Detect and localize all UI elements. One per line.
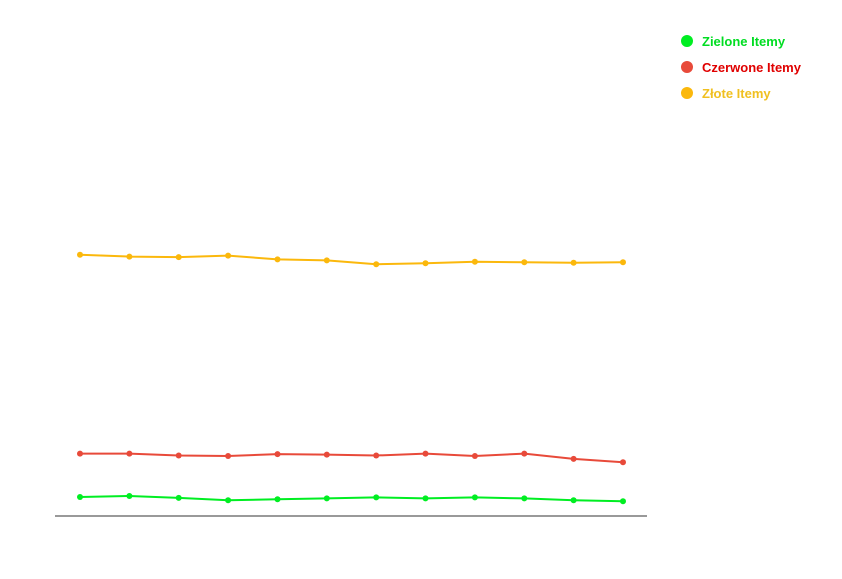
series-2 (77, 450, 626, 466)
legend-label: Czerwone Itemy (702, 59, 801, 75)
series-3 (77, 251, 626, 268)
data-point[interactable] (225, 497, 232, 504)
data-point[interactable] (77, 450, 83, 457)
data-point[interactable] (175, 494, 182, 501)
data-point[interactable] (323, 495, 330, 502)
data-point[interactable] (323, 451, 330, 458)
series-line (79, 494, 624, 503)
legend-item-zielone[interactable]: Zielone Itemy (681, 28, 801, 54)
legend-dot-icon (681, 87, 693, 99)
data-point[interactable] (77, 251, 83, 258)
series-layer (77, 251, 626, 505)
data-point[interactable] (274, 256, 281, 263)
data-point[interactable] (175, 254, 182, 261)
legend-item-zlote[interactable]: Złote Itemy (681, 80, 801, 106)
data-point[interactable] (570, 497, 577, 504)
data-point[interactable] (471, 494, 478, 501)
data-point[interactable] (126, 450, 133, 457)
data-point[interactable] (521, 495, 528, 502)
data-point[interactable] (126, 493, 133, 499)
data-point[interactable] (620, 459, 626, 466)
data-point[interactable] (225, 453, 232, 459)
series-line (79, 253, 624, 266)
data-point[interactable] (620, 498, 626, 505)
data-point[interactable] (373, 452, 380, 459)
legend-label: Zielone Itemy (702, 33, 786, 49)
legend-item-czerwone[interactable]: Czerwone Itemy (681, 54, 801, 80)
data-point[interactable] (77, 494, 83, 500)
data-point[interactable] (620, 259, 626, 266)
data-point[interactable] (570, 259, 577, 266)
data-point[interactable] (373, 494, 380, 501)
series-1 (77, 493, 626, 505)
data-point[interactable] (126, 253, 133, 260)
data-point[interactable] (274, 451, 281, 458)
legend-dot-icon (681, 35, 693, 47)
data-point[interactable] (323, 257, 330, 264)
data-point[interactable] (225, 252, 232, 259)
data-point[interactable] (521, 450, 528, 457)
data-point[interactable] (521, 259, 528, 266)
data-point[interactable] (471, 453, 478, 459)
data-point[interactable] (422, 260, 429, 267)
data-point[interactable] (422, 450, 429, 457)
legend-label: Złote Itemy (702, 85, 771, 101)
series-line (80, 452, 624, 464)
data-point[interactable] (570, 455, 577, 462)
legend-dot-icon (681, 61, 693, 73)
data-point[interactable] (471, 258, 478, 265)
data-point[interactable] (422, 495, 429, 502)
legend: Zielone Itemy Czerwone Itemy Złote Itemy (681, 28, 801, 106)
data-point[interactable] (373, 261, 380, 268)
data-point[interactable] (274, 496, 281, 503)
data-point[interactable] (175, 452, 182, 459)
